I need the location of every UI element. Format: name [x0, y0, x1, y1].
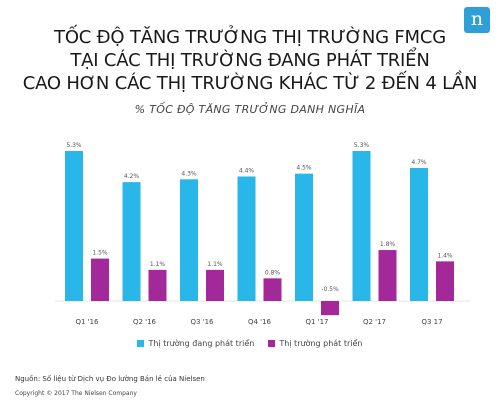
data-label-developed-5: 1.8% — [380, 241, 396, 248]
data-label-developing-5: 5.3% — [354, 142, 370, 149]
bar-developing-5 — [352, 151, 371, 301]
source-note: Nguồn: Số liệu từ Dịch vụ Đo lường Bán l… — [15, 375, 205, 383]
chart-title: TỐC ĐỘ TĂNG TRƯỞNG THỊ TRƯỜNG FMCG TẠI C… — [0, 26, 500, 95]
bar-developed-4 — [321, 301, 339, 316]
nielsen-logo: n — [464, 7, 490, 33]
data-label-developed-2: 1.1% — [207, 261, 223, 268]
x-tick-label-3: Q4 '16 — [248, 318, 272, 326]
bar-developing-1 — [122, 182, 141, 301]
data-label-developing-3: 4.4% — [239, 167, 255, 174]
chart-subtitle: % TỐC ĐỘ TĂNG TRƯỞNG DANH NGHĨA — [134, 103, 366, 116]
bar-developing-6 — [410, 167, 428, 301]
data-label-developed-1: 1.1% — [150, 261, 166, 268]
data-label-developing-6: 4.7% — [411, 159, 427, 166]
data-label-developed-3: 0.8% — [265, 269, 281, 276]
bar-developing-2 — [180, 179, 198, 301]
data-label-developing-4: 4.5% — [296, 165, 312, 172]
data-label-developed-4: -0.5% — [321, 286, 339, 293]
x-tick-label-4: Q1 '17 — [305, 318, 328, 326]
bar-developed-5 — [378, 250, 397, 301]
data-label-developing-0: 5.3% — [66, 142, 82, 149]
data-label-developed-6: 1.4% — [437, 252, 453, 259]
bar-developed-1 — [148, 269, 167, 301]
bar-developed-3 — [263, 278, 282, 301]
x-tick-label-6: Q3 17 — [421, 318, 442, 326]
x-tick-label-0: Q1 '16 — [75, 318, 99, 326]
bar-developed-0 — [91, 258, 109, 301]
bar-developed-6 — [436, 261, 454, 301]
copyright-note: Copyright © 2017 The Nielsen Company — [15, 390, 137, 397]
legend-item-developed: Thị trường phát triển — [268, 339, 363, 348]
x-tick-label-2: Q3 '16 — [190, 318, 214, 326]
legend-item-developing: Thị trường đang phát triển — [137, 339, 254, 348]
bar-developing-4 — [295, 173, 313, 301]
legend-label-developed: Thị trường phát triển — [279, 339, 363, 348]
bar-developing-3 — [237, 176, 256, 301]
legend-label-developing: Thị trường đang phát triển — [148, 339, 255, 348]
legend-swatch-developing — [137, 340, 145, 347]
x-tick-label-1: Q2 '16 — [133, 318, 157, 326]
data-label-developing-1: 4.2% — [124, 173, 140, 180]
legend-swatch-developed — [268, 340, 276, 347]
title-line-1: TỐC ĐỘ TĂNG TRƯỞNG THỊ TRƯỜNG FMCG — [54, 27, 446, 48]
data-label-developed-0: 1.5% — [92, 250, 108, 257]
x-tick-label-5: Q2 '17 — [363, 318, 386, 326]
data-label-developing-2: 4.3% — [181, 170, 197, 177]
bar-developing-0 — [65, 151, 83, 301]
chart-legend: Thị trường đang phát triển Thị trường ph… — [0, 339, 500, 348]
title-line-3: CAO HƠN CÁC THỊ TRƯỜNG KHÁC TỪ 2 ĐẾN 4 L… — [22, 73, 478, 94]
title-line-2: TẠI CÁC THỊ TRƯỜNG ĐANG PHÁT TRIỂN — [70, 50, 430, 71]
bar-developed-2 — [206, 269, 224, 301]
